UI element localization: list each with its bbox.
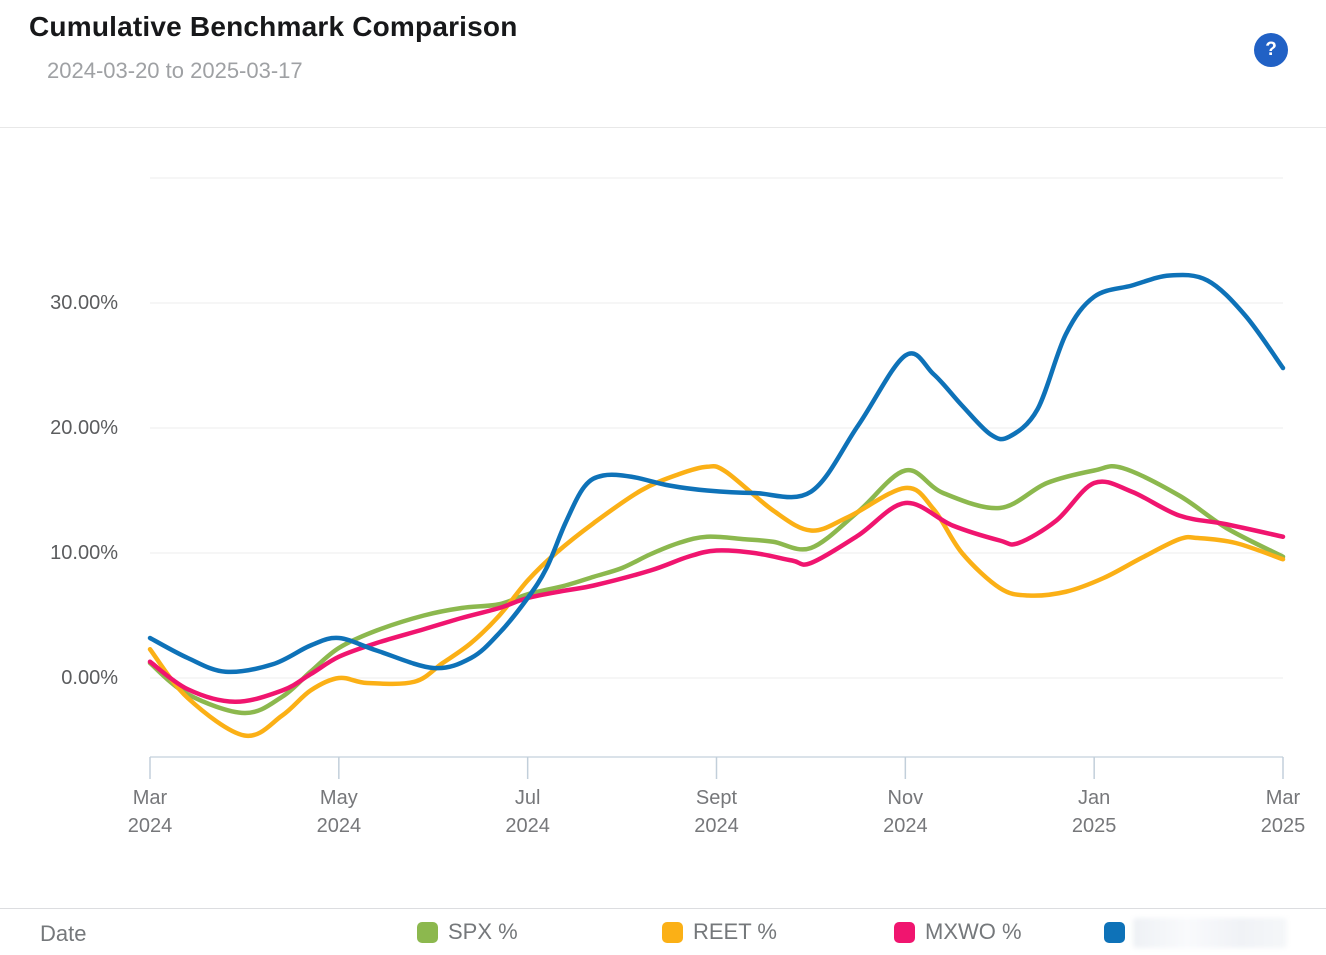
x-tick-label-nov-2024: Nov 2024 [883,787,928,837]
help-button[interactable]: ? [1254,33,1288,67]
redacted-legend-label [1133,918,1287,948]
spx-swatch [417,922,438,943]
x-tick-label-may-2024: May 2024 [316,787,362,837]
mxwo-swatch [894,922,915,943]
legend-label-reet: REET % [693,919,777,944]
series-line-spx [147,464,1286,716]
header-divider [0,127,1326,128]
legend-label-mxwo: MXWO % [925,919,1022,944]
reet-swatch [662,922,683,943]
legend-label-spx: SPX % [448,919,518,944]
page-title: Cumulative Benchmark Comparison [29,11,518,42]
y-tick-label-0: 0.00% [61,667,118,689]
x-tick-label-mar-2025: Mar 2025 [1260,787,1306,837]
x-axis-name-date: Date [40,921,87,946]
legend-item-spx[interactable]: SPX % [417,918,527,948]
legend-item-mxwo[interactable]: MXWO % [894,918,1039,948]
x-tick-label-jan-2025: Jan 2025 [1071,787,1117,837]
x-tick-label-jul-2024: Jul 2024 [505,787,550,837]
y-tick-label-10: 10.00% [50,542,118,564]
x-tick-label-mar-2024: Mar 2024 [127,787,173,837]
y-tick-label-20: 20.00% [50,417,118,439]
series-line-redacted [147,272,1286,675]
series-line-reet [147,463,1286,739]
date-range-subtitle: 2024-03-20 to 2025-03-17 [47,58,303,83]
redacted-series-swatch [1104,922,1125,943]
series-line-mxwo [147,479,1286,705]
y-tick-label-30: 30.00% [50,292,118,314]
x-tick-label-sept-2024: Sept 2024 [694,787,739,837]
legend-item-reet[interactable]: REET % [662,918,782,948]
legend-item-redacted[interactable] [1104,918,1289,948]
chart-legend-bar: Date SPX % REET % MXWO % [0,908,1326,955]
